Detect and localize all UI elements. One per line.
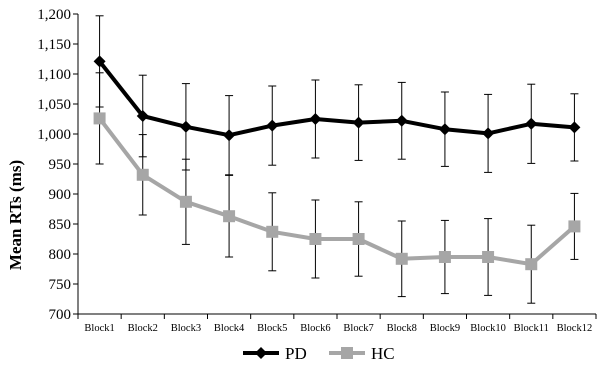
x-tick-label: Block1 xyxy=(84,323,114,334)
data-point-hc xyxy=(438,251,451,263)
data-point-pd xyxy=(525,117,538,130)
y-tick-label: 800 xyxy=(49,247,72,263)
data-point-pd xyxy=(568,121,581,134)
data-point-pd xyxy=(223,129,236,142)
legend-label-pd: PD xyxy=(285,344,307,363)
y-axis-label: Mean RTs (ms) xyxy=(6,160,25,270)
data-point-hc xyxy=(93,112,106,125)
y-tick-label: 850 xyxy=(49,217,72,233)
legend-label-hc: HC xyxy=(371,344,395,363)
data-point-pd xyxy=(309,113,322,125)
data-point-pd xyxy=(93,55,106,68)
y-tick-label: 700 xyxy=(49,307,72,323)
series-lines xyxy=(97,60,576,267)
data-point-hc xyxy=(525,258,538,271)
y-tick-label: 1,000 xyxy=(37,127,71,143)
x-tick-label: Block7 xyxy=(343,323,373,334)
x-tick-label: Block4 xyxy=(214,323,245,334)
data-point-pd xyxy=(352,116,365,129)
y-tick-label: 1,150 xyxy=(37,37,71,53)
x-tick-label: Block2 xyxy=(128,323,158,334)
x-tick-label: Block6 xyxy=(300,323,330,334)
x-axis-ticks: Block1 Block2 Block3 Block4 Block5 Block6 Bloc… xyxy=(77,314,597,334)
y-axis-ticks: 700 750 800 850 900 950 1,000 1,050 1,100 1,150 1,… xyxy=(37,7,78,323)
x-tick-label: Block3 xyxy=(171,323,201,334)
data-point-hc xyxy=(352,233,365,245)
data-point-pd xyxy=(266,119,279,132)
y-tick-label: 1,200 xyxy=(37,7,71,23)
x-tick-label: Block11 xyxy=(514,323,549,334)
y-tick-label: 900 xyxy=(49,187,72,203)
x-tick-label: Block12 xyxy=(557,323,593,334)
legend-marker-pd xyxy=(255,347,267,359)
data-point-hc xyxy=(395,252,408,265)
data-point-pd xyxy=(136,110,149,122)
data-point-hc xyxy=(482,251,495,263)
x-tick-label: Block10 xyxy=(470,323,506,334)
data-point-hc xyxy=(309,233,322,245)
series-line-pd xyxy=(98,60,575,138)
x-tick-label: Block8 xyxy=(387,323,417,334)
data-point-hc xyxy=(136,168,149,181)
data-point-hc xyxy=(266,225,279,238)
data-point-pd xyxy=(482,127,495,140)
legend-marker-hc xyxy=(341,347,353,359)
legend: PD HC xyxy=(243,344,395,363)
x-tick-label: Block9 xyxy=(430,323,460,334)
axes xyxy=(77,14,596,315)
data-point-hc xyxy=(568,220,581,233)
data-point-pd xyxy=(438,123,451,136)
y-tick-label: 1,050 xyxy=(37,97,71,113)
data-point-pd xyxy=(179,120,192,133)
data-point-hc xyxy=(179,195,192,208)
x-tick-label: Block5 xyxy=(257,323,287,334)
data-point-pd xyxy=(395,114,408,127)
y-tick-label: 1,100 xyxy=(37,67,71,83)
data-point-hc xyxy=(223,210,236,223)
y-tick-label: 950 xyxy=(49,157,72,173)
series-line-hc xyxy=(97,117,576,267)
y-tick-label: 750 xyxy=(49,277,72,293)
series-markers xyxy=(93,55,581,271)
